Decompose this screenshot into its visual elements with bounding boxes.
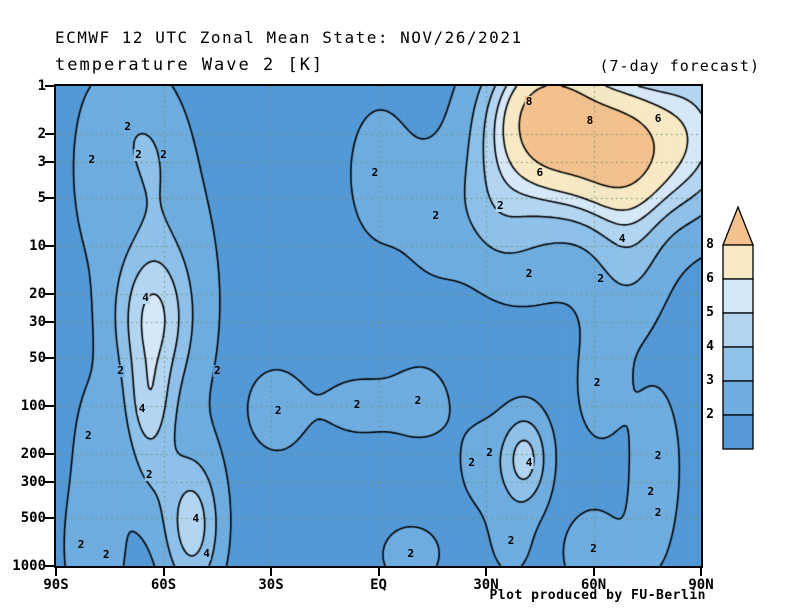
x-tick-mark	[485, 568, 487, 576]
y-tick-label: 10	[29, 238, 46, 254]
y-tick-label: 5	[37, 189, 46, 206]
y-tick-label: 2	[37, 126, 46, 143]
y-tick-label: 50	[29, 349, 46, 366]
y-tick-label: 500	[20, 509, 46, 526]
colorbar-tick-label: 5	[706, 305, 714, 320]
y-tick-label: 3	[37, 154, 46, 171]
x-tick-mark	[700, 568, 702, 576]
contour-canvas	[56, 86, 701, 566]
y-tick-mark	[45, 133, 54, 136]
y-tick-mark	[45, 161, 54, 164]
x-tick-label: 30N	[473, 577, 499, 593]
x-tick-label: 90S	[43, 577, 69, 593]
chart-subtitle: temperature Wave 2 [K]	[55, 55, 325, 75]
y-tick-mark	[45, 85, 54, 87]
y-tick-label: 1	[37, 78, 46, 94]
forecast-label: (7-day forecast)	[599, 57, 760, 75]
y-tick-mark	[45, 293, 54, 296]
colorbar-scale	[722, 206, 754, 450]
y-tick-label: 1000	[12, 558, 46, 574]
x-tick-label: 30S	[258, 577, 284, 593]
colorbar-tick-label: 8	[706, 237, 714, 252]
x-tick-label: 60S	[150, 577, 177, 593]
x-tick-label: 60N	[580, 577, 607, 593]
y-tick-mark	[45, 565, 54, 567]
colorbar-tick-label: 4	[706, 339, 714, 354]
y-tick-mark	[45, 245, 54, 247]
colorbar-tick-label: 6	[706, 271, 714, 286]
x-tick-label: 90N	[688, 577, 714, 593]
y-tick-label: 300	[20, 474, 46, 491]
y-tick-label: 200	[20, 446, 46, 463]
chart-title: ECMWF 12 UTC Zonal Mean State: NOV/26/20…	[55, 28, 523, 47]
x-tick-mark	[162, 568, 165, 576]
y-tick-mark	[45, 516, 54, 519]
y-tick-mark	[45, 196, 54, 199]
y-tick-label: 100	[20, 398, 46, 414]
y-tick-mark	[45, 481, 54, 484]
x-tick-label: EQ	[370, 577, 387, 593]
colorbar: 8 6 5 4 3 2	[688, 206, 758, 458]
y-tick-mark	[45, 405, 54, 407]
x-tick-mark	[377, 568, 380, 576]
y-tick-mark	[45, 453, 54, 456]
y-tick-label: 20	[29, 286, 46, 303]
y-tick-mark	[45, 356, 54, 359]
colorbar-tick-label: 2	[706, 407, 714, 422]
credit-text: Plot produced by FU-Berlin	[489, 588, 706, 603]
colorbar-tick-label: 3	[706, 373, 714, 388]
x-tick-mark	[55, 568, 57, 576]
x-tick-mark	[270, 568, 272, 576]
y-tick-label: 30	[29, 314, 46, 331]
x-tick-mark	[592, 568, 595, 576]
y-tick-mark	[45, 321, 54, 324]
